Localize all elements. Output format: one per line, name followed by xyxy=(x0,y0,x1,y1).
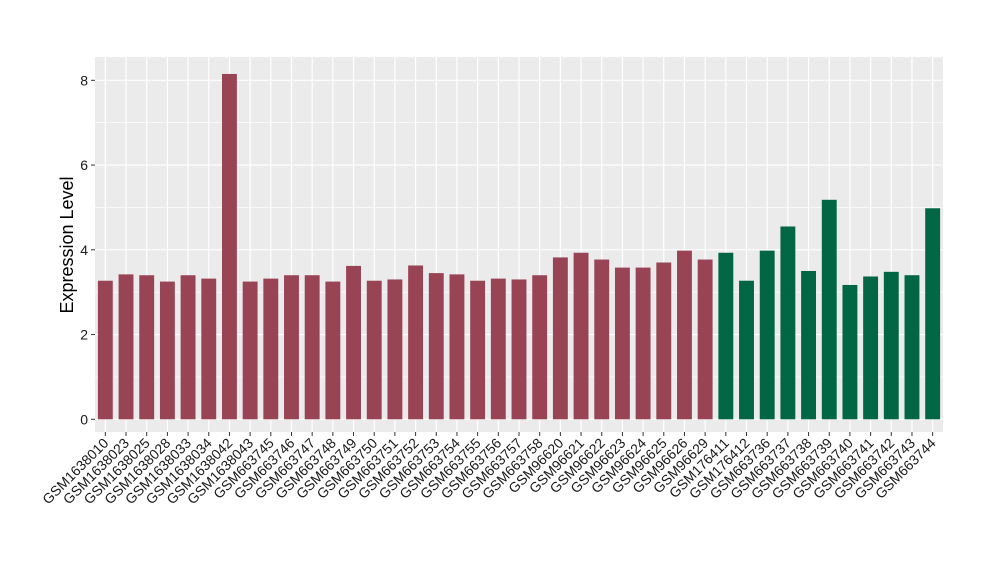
bar xyxy=(284,275,299,420)
bar xyxy=(656,262,672,420)
y-tick-label: 2 xyxy=(80,327,88,343)
bar xyxy=(304,275,320,420)
bar xyxy=(801,270,817,420)
y-tick-label: 8 xyxy=(80,72,88,88)
bar xyxy=(677,250,692,420)
y-tick-label: 6 xyxy=(80,157,88,173)
y-axis-title: Expression Level xyxy=(57,176,77,313)
bar xyxy=(201,278,217,420)
bar xyxy=(883,271,899,420)
bar xyxy=(511,279,527,420)
bar xyxy=(842,284,858,420)
bar xyxy=(697,259,713,420)
bar xyxy=(552,257,568,420)
y-tick-label: 4 xyxy=(80,242,88,258)
bar xyxy=(325,281,341,420)
bar xyxy=(490,278,506,420)
bar xyxy=(449,274,465,420)
bar xyxy=(180,275,196,420)
x-axis: GSM1638010GSM1638023GSM1638025GSM1638028… xyxy=(39,432,939,507)
bar xyxy=(739,280,754,420)
bar xyxy=(387,279,403,420)
bar xyxy=(573,252,589,420)
bar xyxy=(718,252,734,420)
y-tick-label: 0 xyxy=(80,411,88,427)
bar xyxy=(863,276,879,420)
bar xyxy=(221,73,237,420)
bar xyxy=(635,267,651,420)
bar xyxy=(366,280,382,420)
bar xyxy=(614,267,630,420)
bar xyxy=(904,275,920,420)
bar xyxy=(408,265,424,420)
bar xyxy=(242,281,258,420)
bar xyxy=(346,265,361,420)
bar xyxy=(159,281,175,420)
bars xyxy=(97,73,941,420)
bar xyxy=(470,280,486,420)
bar xyxy=(821,199,837,420)
bar xyxy=(925,208,941,420)
y-axis: 0 2 4 6 8 xyxy=(80,72,95,427)
bar xyxy=(780,226,796,420)
bar xyxy=(139,275,155,420)
bar xyxy=(759,250,775,420)
bar xyxy=(97,280,113,420)
bar xyxy=(118,274,134,420)
bar xyxy=(532,275,548,420)
bar xyxy=(263,278,279,420)
bar xyxy=(594,259,610,420)
bar xyxy=(428,273,444,420)
